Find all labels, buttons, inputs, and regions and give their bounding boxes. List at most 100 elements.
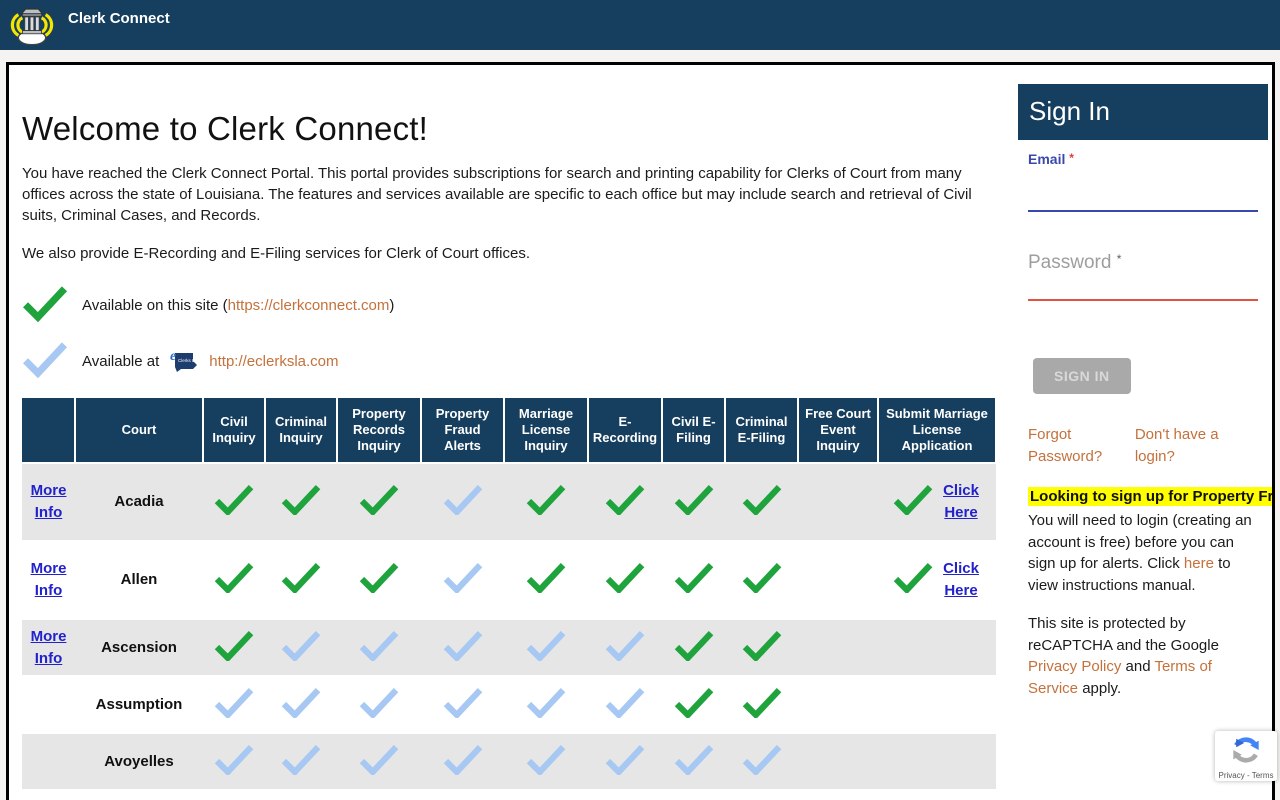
top-navbar: Clerk Connect (0, 0, 1280, 50)
check-green-icon (213, 630, 255, 666)
column-header-civil-e-filing: Civil E-Filing (661, 396, 726, 464)
check-green-icon (673, 687, 715, 723)
legend-green-text: Available on this site (https://clerkcon… (82, 296, 395, 314)
check-blue-icon (358, 744, 400, 780)
legend-row-green: Available on this site (https://clerkcon… (22, 284, 1009, 326)
check-blue-icon (604, 630, 646, 666)
check-blue-icon (442, 484, 484, 520)
court-name: Avoyelles (104, 752, 174, 770)
legend-blue-text: Available at (82, 352, 160, 370)
sign-in-button[interactable]: SIGN IN (1033, 358, 1131, 394)
signin-links-row: Forgot Password? Don't have a login? (1018, 424, 1268, 468)
column-header-property-fraud-alerts: Property Fraud Alerts (420, 396, 505, 464)
no-login-link[interactable]: Don't have a login? (1134, 426, 1219, 465)
privacy-policy-link[interactable]: Privacy Policy (1028, 658, 1122, 675)
check-blue-icon (358, 687, 400, 723)
column-header-property-records-inquiry: Property Records Inquiry (336, 396, 422, 464)
check-blue-icon (280, 630, 322, 666)
check-blue-icon (22, 340, 68, 382)
instructions-here-link[interactable]: here (1183, 555, 1214, 572)
check-green-icon (358, 562, 400, 598)
password-field-underline (1028, 274, 1258, 301)
click-here-link[interactable]: Click Here (943, 482, 979, 521)
email-input[interactable] (1028, 191, 1258, 208)
check-blue-icon (358, 630, 400, 666)
legend: Available on this site (https://clerkcon… (22, 284, 1009, 382)
check-green-icon (280, 484, 322, 520)
column-header-marriage-license-inquiry: Marriage License Inquiry (503, 396, 589, 464)
check-blue-icon (442, 630, 484, 666)
table-row: Assumption (22, 675, 996, 733)
svg-text:e: e (170, 349, 176, 364)
more-info-link[interactable]: More Info (30, 627, 67, 667)
check-green-icon (741, 630, 783, 666)
check-green-icon (892, 484, 934, 520)
column-header-e-recording: E-Recording (587, 396, 663, 464)
efiling-paragraph: We also provide E-Recording and E-Filing… (22, 245, 530, 262)
services-table: Court Civil Inquiry Criminal Inquiry Proper… (22, 396, 997, 800)
check-blue-icon (673, 744, 715, 780)
main-column: Welcome to Clerk Connect! You have reach… (9, 65, 1009, 800)
check-green-icon (213, 484, 255, 520)
recaptcha-icon (1233, 737, 1259, 763)
table-row: More Info Allen Click Here (22, 540, 996, 619)
intro-paragraph: You have reached the Clerk Connect Porta… (22, 165, 972, 224)
check-blue-icon (442, 562, 484, 598)
check-blue-icon (604, 744, 646, 780)
recaptcha-badge[interactable]: Privacy - Terms (1215, 731, 1277, 781)
check-blue-icon (741, 744, 783, 780)
click-here-link[interactable]: Click Here (943, 560, 979, 599)
check-green-icon (604, 562, 646, 598)
services-table-header: Court Civil Inquiry Criminal Inquiry Proper… (22, 396, 997, 464)
eclerksla-link[interactable]: http://eclerksla.com (209, 352, 339, 370)
court-name: Acadia (114, 493, 164, 510)
table-row: Avoyelles (22, 732, 996, 790)
check-blue-icon (280, 744, 322, 780)
check-green-icon (892, 562, 934, 598)
clerkconnect-link[interactable]: https://clerkconnect.com (227, 296, 390, 314)
check-blue-icon (213, 744, 255, 780)
check-green-icon (673, 562, 715, 598)
check-blue-icon (213, 687, 255, 723)
more-info-link[interactable]: More Info (30, 482, 67, 521)
column-header-criminal-e-filing: Criminal E-Filing (724, 396, 799, 464)
table-row: More Info Acadia Click Here (22, 462, 996, 541)
signin-title: Sign In (1018, 84, 1268, 140)
app-title: Clerk Connect (68, 9, 170, 27)
check-green-icon (525, 562, 567, 598)
check-green-icon (673, 630, 715, 666)
column-header-criminal-inquiry: Criminal Inquiry (264, 396, 338, 464)
clerk-connect-logo-icon (10, 8, 54, 46)
recaptcha-privacy-terms: Privacy - Terms (1218, 771, 1274, 780)
check-green-icon (741, 484, 783, 520)
check-blue-icon (442, 744, 484, 780)
check-green-icon (673, 484, 715, 520)
signin-panel: Sign In Email * Password * SIGN IN Forgo… (1018, 84, 1272, 699)
check-green-icon (741, 687, 783, 723)
required-asterisk: * (1116, 252, 1122, 266)
fraud-alerts-banner: Looking to sign up for Property Fraud Al… (1018, 487, 1272, 506)
svg-text:Clerks LA: Clerks LA (178, 358, 198, 363)
table-row: Bastrop City Court (22, 789, 996, 800)
check-green-icon (22, 284, 68, 326)
check-green-icon (280, 562, 322, 598)
check-blue-icon (280, 687, 322, 723)
check-green-icon (213, 562, 255, 598)
page-title: Welcome to Clerk Connect! (22, 110, 429, 147)
column-header-more-info (22, 396, 76, 464)
eclerks-la-logo-icon: e Clerks LA (170, 349, 198, 372)
court-name: Assumption (95, 695, 183, 713)
check-green-icon (741, 562, 783, 598)
column-header-submit-marriage-license-application: Submit Marriage License Application (877, 396, 997, 464)
terms-of-service-link[interactable]: Terms of Service (1028, 658, 1212, 697)
forgot-password-link[interactable]: Forgot Password? (1028, 426, 1103, 465)
column-header-free-court-event-inquiry: Free Court Event Inquiry (797, 396, 879, 464)
email-field-block: Email * Password * (1018, 151, 1268, 301)
check-blue-icon (604, 687, 646, 723)
email-label: Email * (1028, 151, 1074, 167)
page-content: Welcome to Clerk Connect! You have reach… (6, 62, 1275, 800)
column-header-court: Court (74, 396, 204, 464)
check-green-icon (358, 484, 400, 520)
password-input[interactable] (1028, 280, 1258, 297)
more-info-link[interactable]: More Info (30, 560, 67, 599)
